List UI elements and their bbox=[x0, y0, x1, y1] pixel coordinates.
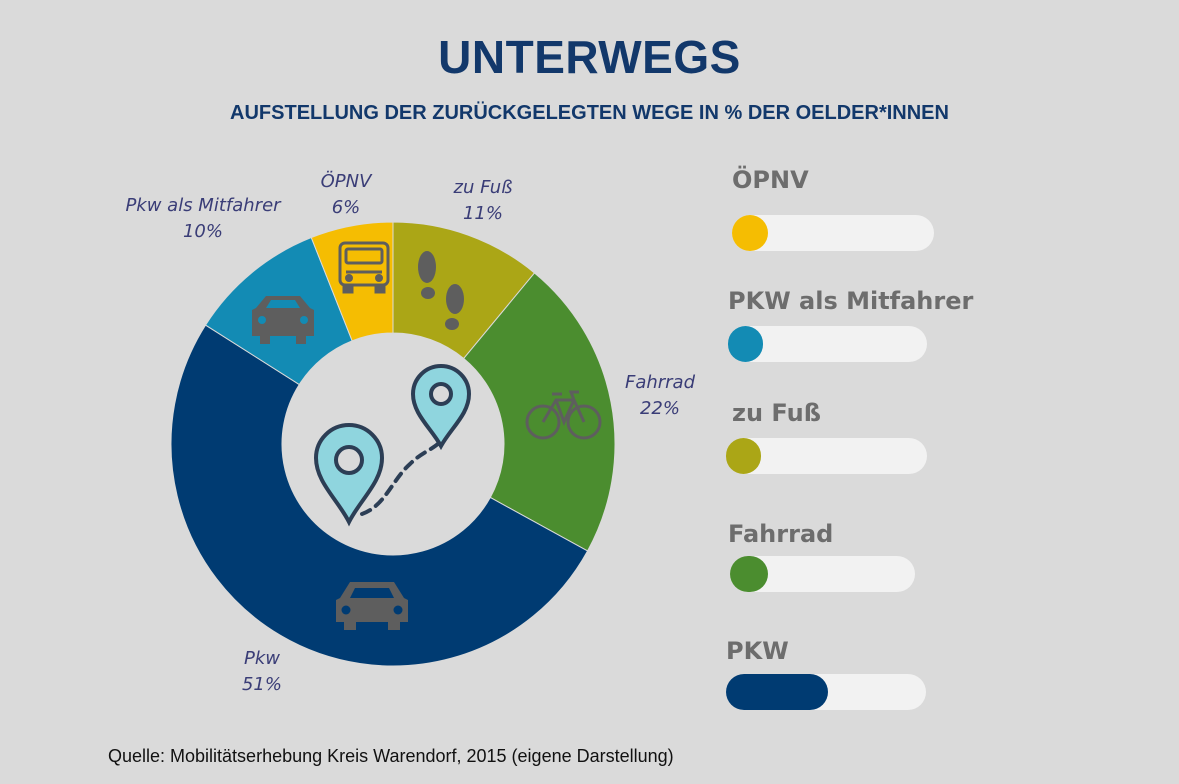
bar-fill-0 bbox=[732, 215, 768, 251]
map-pins-route-icon bbox=[313, 363, 472, 527]
bar-track-1 bbox=[728, 326, 927, 362]
bar-fill-2 bbox=[726, 438, 761, 474]
slice-label-name-4: ÖPNV bbox=[321, 170, 373, 192]
page-title: UNTERWEGS bbox=[438, 31, 741, 83]
source-note: Quelle: Mobilitätserhebung Kreis Warendo… bbox=[108, 746, 674, 766]
page-subtitle: AUFSTELLUNG DER ZURÜCKGELEGTEN WEGE IN %… bbox=[230, 102, 949, 124]
bar-track-2 bbox=[726, 438, 927, 474]
slice-label-name-3: Pkw als Mitfahrer bbox=[125, 195, 282, 216]
slice-label-value-2: 51% bbox=[242, 674, 282, 695]
bar-track-3 bbox=[730, 556, 915, 592]
bar-label-4: PKW bbox=[726, 637, 789, 665]
slice-label-value-1: 22% bbox=[640, 398, 680, 419]
bar-fill-3 bbox=[730, 556, 768, 592]
slice-labels: zu Fuß 11% Fahrrad 22% Pkw 51% Pkw als Mitfahr… bbox=[125, 170, 695, 695]
bar-fill-1 bbox=[728, 326, 763, 362]
bar-label-2: zu Fuß bbox=[732, 399, 821, 427]
slice-label-name-2: Pkw bbox=[244, 648, 280, 669]
bar-fill-4 bbox=[726, 674, 828, 710]
slice-label-name-1: Fahrrad bbox=[625, 372, 696, 393]
slice-label-name-0: zu Fuß bbox=[453, 177, 513, 198]
bar-track-0 bbox=[732, 215, 934, 251]
car-icon bbox=[336, 582, 408, 630]
bar-label-1: PKW als Mitfahrer bbox=[728, 287, 974, 315]
bar-label-3: Fahrrad bbox=[728, 520, 834, 548]
bicycle-icon bbox=[525, 390, 602, 440]
donut-hole bbox=[282, 333, 504, 555]
slice-label-value-3: 10% bbox=[183, 221, 223, 242]
bar-track-4 bbox=[726, 674, 926, 710]
bar-label-0: ÖPNV bbox=[732, 166, 809, 194]
footprints-icon bbox=[418, 251, 464, 330]
bus-icon bbox=[338, 241, 390, 294]
carpool-car-icon bbox=[252, 296, 314, 344]
slice-label-value-4: 6% bbox=[332, 197, 361, 218]
slice-label-value-0: 11% bbox=[463, 203, 503, 224]
